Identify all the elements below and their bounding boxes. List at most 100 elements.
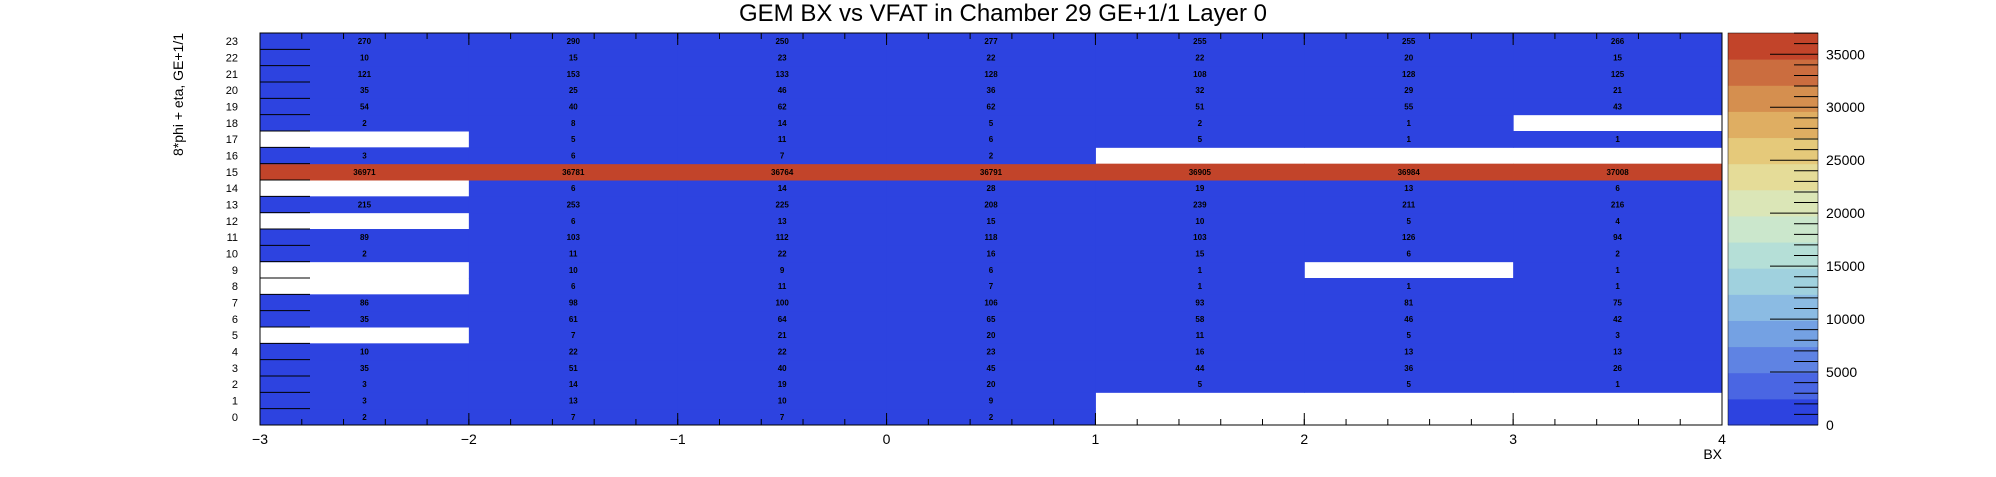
y-tick-label: 13 (226, 200, 238, 212)
cell-value-label: 13 (1613, 348, 1622, 357)
heatmap-cell (1513, 376, 1723, 393)
cell-value-label: 1 (1615, 282, 1620, 291)
heatmap-cell (260, 408, 470, 426)
colorbar-swatch (1728, 59, 1818, 86)
y-tick-label: 19 (226, 102, 238, 114)
y-tick-label: 20 (226, 85, 238, 97)
cell-value-label: 20 (1404, 54, 1413, 63)
heatmap-cell (260, 294, 470, 312)
heatmap-cell (1513, 180, 1723, 197)
cell-value-label: 25 (569, 86, 578, 95)
heatmap-cell (1513, 65, 1723, 83)
y-tick-label: 0 (232, 412, 238, 424)
heatmap-cell (1095, 212, 1305, 230)
colorbar-tick-label: 5000 (1826, 364, 1857, 380)
heatmap-cell (468, 327, 679, 344)
heatmap-cell (677, 245, 888, 263)
heatmap-cell (1513, 278, 1723, 295)
cell-value-label: 5 (1198, 380, 1203, 389)
cell-value-label: 103 (567, 233, 581, 242)
cell-value-label: 3 (362, 397, 367, 406)
heatmap-cell (677, 261, 888, 279)
heatmap-cell (886, 196, 1096, 214)
colorbar-swatch (1728, 268, 1818, 295)
heatmap-cell (1513, 163, 1723, 181)
cell-value-label: 7 (571, 331, 576, 340)
heatmap-cell (886, 114, 1096, 132)
cell-value-label: 1 (1406, 119, 1411, 128)
heatmap-cell (677, 196, 888, 214)
heatmap-cell (468, 147, 679, 165)
heatmap-cell (677, 65, 888, 83)
heatmap-cell (677, 310, 888, 328)
heatmap-cell (677, 212, 888, 230)
colorbar-swatch (1728, 189, 1818, 217)
heatmap-cell (468, 196, 679, 214)
heatmap-cell (1513, 261, 1723, 279)
colorbar-tick-label: 25000 (1826, 152, 1865, 168)
cell-value-label: 22 (778, 348, 787, 357)
cell-value-label: 216 (1611, 201, 1625, 210)
heatmap-cell (468, 310, 679, 328)
heatmap-cell (677, 343, 888, 361)
cell-value-label: 1 (1615, 380, 1620, 389)
cell-value-label: 13 (1404, 348, 1413, 357)
cell-value-label: 16 (1195, 348, 1204, 357)
y-tick-label: 14 (226, 183, 238, 195)
heatmap-cell (1095, 310, 1305, 328)
cell-value-label: 239 (1193, 201, 1207, 210)
heatmap-cell (677, 408, 888, 426)
cell-value-label: 19 (778, 380, 787, 389)
x-axis-label: BX (1703, 446, 1722, 462)
cell-value-label: 6 (571, 217, 576, 226)
colorbar-swatch (1728, 33, 1818, 60)
cell-value-label: 125 (1611, 70, 1625, 79)
heatmap-cell (260, 229, 470, 246)
cell-value-label: 7 (571, 413, 576, 422)
heatmap-cell (1304, 82, 1514, 99)
color-scale-bar: 0 5000 10000 15000 20000 25000 30000 35000 (1727, 32, 1865, 433)
heatmap-cell (677, 49, 888, 67)
cell-value-label: 2 (989, 413, 994, 422)
cell-value-label: 11 (778, 282, 787, 291)
heatmap-cell (260, 65, 470, 83)
cell-value-label: 45 (987, 364, 996, 373)
heatmap-cell (677, 278, 888, 295)
cell-value-label: 20 (987, 380, 996, 389)
cell-value-label: 3 (362, 152, 367, 161)
cell-value-label: 4 (1615, 217, 1620, 226)
chart-title: GEM BX vs VFAT in Chamber 29 GE+1/1 Laye… (739, 0, 1267, 27)
colorbar-swatch (1728, 85, 1818, 112)
heatmap-cell (260, 196, 470, 214)
heatmap-cell (886, 408, 1096, 426)
cell-value-label: 16 (987, 250, 996, 259)
heatmap-cell (1304, 294, 1514, 312)
heatmap-cell (1513, 196, 1723, 214)
heatmap-cell (1095, 343, 1305, 361)
cell-value-label: 55 (1404, 103, 1413, 112)
heatmap-cell (677, 98, 888, 116)
colorbar-tick-label: 35000 (1826, 46, 1865, 62)
cell-value-label: 266 (1611, 37, 1625, 46)
y-tick-label: 2 (232, 379, 238, 391)
cell-value-label: 93 (1195, 299, 1204, 308)
cell-value-label: 211 (1402, 201, 1415, 210)
heatmap-cell (1513, 294, 1723, 312)
heatmap-cell (677, 294, 888, 312)
heatmap-cell (1304, 359, 1514, 377)
heatmap-cell (1304, 196, 1514, 214)
heatmap-cell (260, 310, 470, 328)
y-axis-label: 8*phi + eta, GE+1/1 (170, 33, 186, 156)
cell-value-label: 10 (1195, 217, 1204, 226)
cell-value-label: 6 (989, 135, 994, 144)
cell-value-label: 40 (569, 103, 578, 112)
cell-value-label: 15 (987, 217, 996, 226)
heatmap-cell (886, 245, 1096, 263)
cell-value-label: 15 (1613, 54, 1622, 63)
heatmap-cell (886, 327, 1096, 344)
heatmap-cells (260, 33, 1723, 426)
cell-value-label: 1 (1406, 135, 1411, 144)
cell-value-label: 3 (1615, 331, 1620, 340)
y-tick-label: 8 (232, 281, 238, 293)
